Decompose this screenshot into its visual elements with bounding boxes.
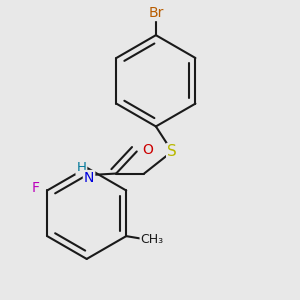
Text: S: S [167,144,177,159]
Text: CH₃: CH₃ [141,233,164,246]
Text: O: O [142,143,153,157]
Text: F: F [32,181,40,195]
Text: N: N [84,171,94,185]
Text: Br: Br [148,6,164,20]
Text: H: H [76,161,86,174]
